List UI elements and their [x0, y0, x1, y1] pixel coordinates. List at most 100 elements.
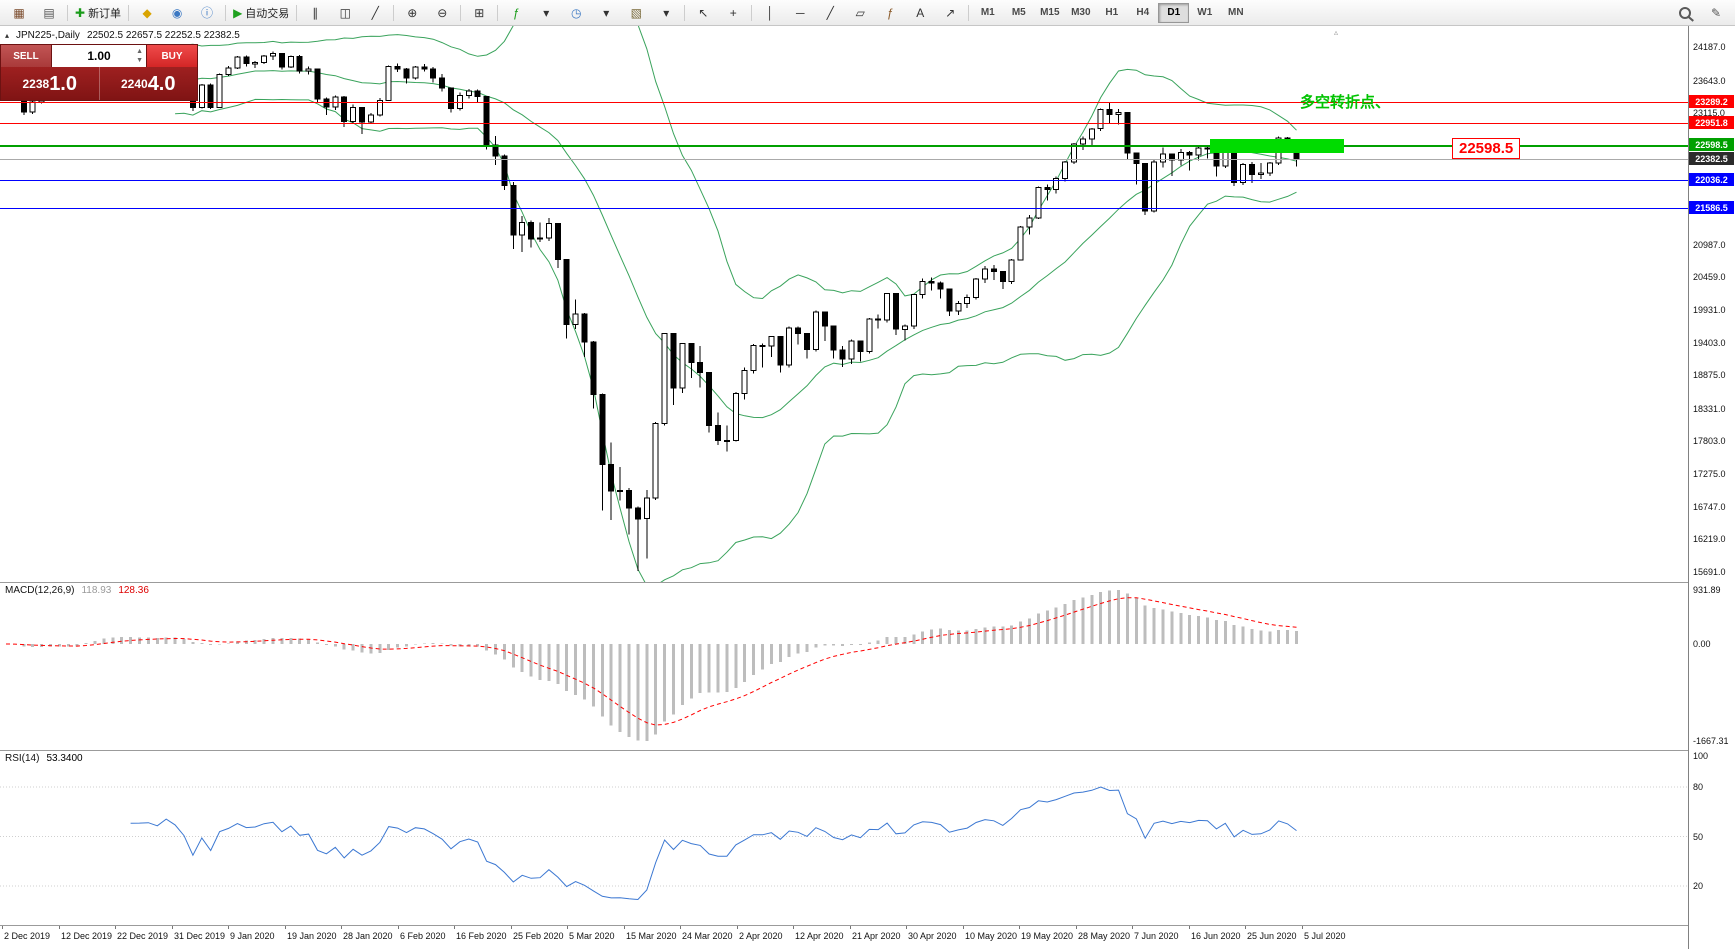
horizontal-line-22382.5[interactable] — [0, 159, 1688, 160]
timeframe-m30[interactable]: M30 — [1071, 7, 1091, 18]
time-axis-label: 25 Jun 2020 — [1247, 931, 1297, 941]
timeframe-d1[interactable]: D1 — [1158, 2, 1190, 23]
sell-price[interactable]: 2238 1.0 — [1, 67, 99, 100]
profiles-icon[interactable]: ▤ — [34, 2, 64, 24]
y-axis-label: 16747.0 — [1693, 502, 1726, 512]
collapse-panel-arrow[interactable]: ▴ — [5, 31, 10, 40]
price-tag-22382.5: 22382.5 — [1689, 152, 1734, 165]
time-axis-tick — [172, 925, 173, 929]
trendline-icon: ╱ — [826, 5, 834, 20]
horizontal-line-icon[interactable]: ─ — [785, 2, 815, 24]
crosshair-icon[interactable]: + — [718, 2, 748, 24]
time-axis[interactable]: 2 Dec 2019 12 Dec 2019 22 Dec 2019 31 Dec 2… — [0, 925, 1688, 949]
time-axis-tick — [850, 925, 851, 929]
arrows-icon[interactable]: ↗ — [935, 2, 965, 24]
sell-button[interactable]: SELL — [1, 45, 51, 67]
toolbar-separator — [684, 4, 686, 21]
time-axis-tick — [737, 925, 738, 929]
draw-icon[interactable]: ✎ — [1701, 2, 1731, 24]
y-axis-label: 15691.0 — [1693, 567, 1726, 577]
bar-chart-icon[interactable]: ∥ — [300, 2, 330, 24]
zoom-in-icon[interactable]: ⊕ — [397, 2, 427, 24]
trade-panel-prices: 2238 1.0 2240 4.0 — [1, 67, 197, 100]
timeframe-m15[interactable]: M15 — [1040, 7, 1060, 18]
horizontal-line-23289.2[interactable] — [0, 102, 1688, 103]
timeframe-m5[interactable]: M5 — [1011, 7, 1026, 18]
chart-plot-area[interactable]: 多空转折点、 22598.5 ▵ ▴ JPN225-,Daily 22502.5… — [0, 26, 1688, 949]
horizontal-line-22036.2[interactable] — [0, 180, 1688, 181]
rsi-timeaxis-separator — [0, 925, 1735, 926]
search-icon[interactable] — [1671, 2, 1701, 24]
price-annotation-label[interactable]: 22598.5 — [1452, 138, 1521, 159]
time-axis-tick — [1245, 925, 1246, 929]
horizontal-line-22598.5[interactable] — [0, 145, 1688, 147]
periods-icon[interactable]: ◷ — [561, 2, 591, 24]
periods-dropdown[interactable]: ▾ — [591, 2, 621, 24]
candlestick-chart-icon[interactable]: ◫ — [330, 2, 360, 24]
indicators-icon[interactable]: ƒ — [501, 2, 531, 24]
new-order-button[interactable]: ✚ 新订单 — [71, 2, 125, 24]
time-axis-label: 25 Feb 2020 — [513, 931, 564, 941]
fibonacci-icon[interactable]: ƒ — [875, 2, 905, 24]
channel-icon[interactable]: ▱ — [845, 2, 875, 24]
time-axis-tick — [1189, 925, 1190, 929]
trendline-icon[interactable]: ╱ — [815, 2, 845, 24]
tile-windows-icon[interactable]: ⊞ — [464, 2, 494, 24]
zoom-out-icon[interactable]: ⊖ — [427, 2, 457, 24]
vertical-line-icon[interactable]: │ — [755, 2, 785, 24]
main-macd-separator[interactable] — [0, 582, 1735, 583]
templates-icon: ▧ — [630, 5, 642, 20]
time-axis-label: 16 Jun 2020 — [1191, 931, 1241, 941]
market-icon[interactable]: ◉ — [162, 2, 192, 24]
rsi-indicator-label: RSI(14) 53.3400 — [5, 753, 83, 764]
trade-panel-controls: SELL 1.00 ▲ ▼ BUY — [1, 45, 197, 67]
toolbar-buttons: ▦ ▤ ✚ 新订单 ◆ ◉ ⓘ ▶ 自动交易 ∥ ◫ ╱ ⊕ ⊖ ⊞ ƒ ▾ ◷ ▾ ▧ ▾ ↖ + │ ─ ╱ ▱ ƒ A ↗ — [4, 2, 972, 24]
autotrading-button[interactable]: ▶ 自动交易 — [229, 2, 293, 24]
macd-indicator-canvas[interactable] — [0, 582, 1688, 750]
new-chart-icon[interactable]: ▦ — [4, 2, 34, 24]
horizontal-line-22951.8[interactable] — [0, 123, 1688, 124]
templates-dropdown[interactable]: ▾ — [651, 2, 681, 24]
macd-indicator-label: MACD(12,26,9) 118.93 128.36 — [5, 585, 149, 596]
rsi-indicator-canvas[interactable] — [0, 750, 1688, 925]
time-axis-tick — [624, 925, 625, 929]
search-icon — [1678, 6, 1691, 19]
time-axis-tick — [1019, 925, 1020, 929]
timeframe-mn[interactable]: MN — [1228, 7, 1244, 18]
timeframe-w1[interactable]: W1 — [1197, 7, 1213, 18]
metaeditor-icon[interactable]: ◆ — [132, 2, 162, 24]
info-icon[interactable]: ⓘ — [192, 2, 222, 24]
timeframe-h1[interactable]: H1 — [1105, 7, 1119, 18]
main-chart-canvas[interactable] — [0, 26, 1688, 582]
templates-icon[interactable]: ▧ — [621, 2, 651, 24]
volume-stepper[interactable]: ▲ ▼ — [136, 47, 143, 65]
buy-price[interactable]: 2240 4.0 — [100, 67, 198, 100]
volume-input[interactable]: 1.00 ▲ ▼ — [51, 45, 147, 67]
volume-up-icon[interactable]: ▲ — [136, 47, 143, 55]
time-axis-tick — [59, 925, 60, 929]
line-chart-icon[interactable]: ╱ — [360, 2, 390, 24]
zoom-out-icon: ⊖ — [437, 5, 448, 20]
toolbar-right: ✎ — [1671, 2, 1731, 24]
y-axis-label: 19931.0 — [1693, 305, 1726, 315]
indicators-dropdown[interactable]: ▾ — [531, 2, 561, 24]
highlight-rectangle[interactable] — [1210, 139, 1344, 153]
annotation-text[interactable]: 多空转折点、 — [1300, 94, 1391, 111]
indicators-icon: ƒ — [512, 5, 520, 20]
one-click-trading-panel: SELL 1.00 ▲ ▼ BUY 2238 1.0 2240 — [0, 44, 198, 101]
volume-down-icon[interactable]: ▼ — [136, 56, 143, 64]
time-axis-label: 2 Apr 2020 — [739, 931, 783, 941]
arrows-icon: ↗ — [945, 5, 956, 20]
timeframe-h4[interactable]: H4 — [1136, 7, 1150, 18]
rsi-scale-label: 50 — [1693, 832, 1704, 842]
price-axis[interactable]: 23289.2 22951.8 22598.5 22382.5 22036.2 21586… — [1688, 26, 1735, 949]
buy-button[interactable]: BUY — [147, 45, 197, 67]
macd-rsi-separator[interactable] — [0, 750, 1735, 751]
cursor-icon[interactable]: ↖ — [688, 2, 718, 24]
draw-icon: ✎ — [1710, 5, 1722, 20]
timeframe-m1[interactable]: M1 — [980, 7, 995, 18]
text-label-icon[interactable]: A — [905, 2, 935, 24]
y-axis-label: 20459.0 — [1693, 272, 1726, 282]
time-axis-tick — [285, 925, 286, 929]
horizontal-line-21586.5[interactable] — [0, 208, 1688, 209]
